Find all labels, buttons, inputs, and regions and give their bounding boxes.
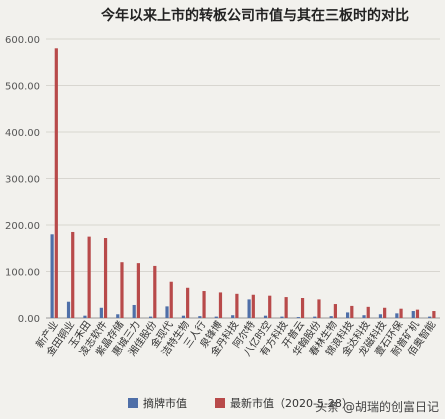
bar-latest-value xyxy=(71,231,75,318)
bar-latest-value xyxy=(251,294,255,318)
chart-title: 今年以来上市的转板公司市值与其在三板时的对比 xyxy=(101,8,409,24)
bar-latest-value xyxy=(103,238,108,318)
bar-delisting-value xyxy=(395,313,399,318)
bar-delisting-value xyxy=(428,316,432,318)
bar-latest-value xyxy=(383,307,387,318)
bar-delisting-value xyxy=(378,314,383,318)
bar-delisting-value xyxy=(263,315,268,318)
bar-latest-value xyxy=(186,287,190,318)
legend: 摘牌市值 最新市值（2020-5-28） xyxy=(128,395,381,411)
bar-latest-value xyxy=(284,297,288,318)
bar-delisting-value xyxy=(411,311,415,318)
bar-delisting-value xyxy=(313,316,317,318)
legend-label-delisting-value: 摘牌市值 xyxy=(143,397,187,410)
bar-delisting-value xyxy=(66,301,71,318)
y-tick-label: 200.00 xyxy=(5,221,40,232)
y-tick-label: 100.00 xyxy=(5,268,40,279)
bar-latest-value xyxy=(202,291,206,318)
bar-latest-value xyxy=(366,306,370,318)
y-tick-label: 0.00 xyxy=(18,314,40,325)
bar-latest-value xyxy=(333,304,337,318)
bar-latest-value xyxy=(415,309,420,318)
y-tick-label: 600.00 xyxy=(5,35,40,46)
legend-swatch-blue xyxy=(128,398,138,408)
bar-delisting-value xyxy=(231,315,235,318)
bar-delisting-value xyxy=(83,315,87,318)
bar-delisting-value xyxy=(50,234,54,318)
bar-delisting-value xyxy=(214,316,218,318)
bar-latest-value xyxy=(54,48,58,319)
bar-delisting-value xyxy=(247,299,251,318)
bar-delisting-value xyxy=(149,316,153,318)
bar-delisting-value xyxy=(181,315,186,318)
bar-latest-value xyxy=(218,292,223,318)
bar-delisting-value xyxy=(280,316,284,318)
bar-latest-value xyxy=(136,263,140,318)
bar-latest-value xyxy=(300,298,305,318)
bar-delisting-value xyxy=(296,317,300,318)
y-tick-label: 300.00 xyxy=(5,175,40,186)
bar-latest-value xyxy=(350,305,354,318)
bar-delisting-value xyxy=(165,306,169,318)
watermark: 头条 @胡瑞的创富日记 xyxy=(315,400,439,414)
legend-swatch-red xyxy=(215,398,225,408)
bar-latest-value xyxy=(235,293,239,318)
bar-delisting-value xyxy=(329,316,333,318)
bar-delisting-value xyxy=(132,304,136,318)
y-tick-label: 400.00 xyxy=(5,128,40,139)
bar-latest-value xyxy=(153,265,157,318)
bar-latest-value xyxy=(432,311,436,318)
bar-latest-value xyxy=(169,281,173,318)
bar-delisting-value xyxy=(198,316,202,318)
bar-delisting-value xyxy=(99,307,103,318)
bar-latest-value xyxy=(268,295,272,318)
bar-latest-value xyxy=(399,308,403,318)
bar-delisting-value xyxy=(346,312,350,318)
bar-delisting-value xyxy=(116,314,120,318)
bar-latest-value xyxy=(87,236,91,318)
legend-label-latest-value: 最新市值（2020-5-28） xyxy=(230,397,353,410)
legend-item-delisting-value: 摘牌市值 xyxy=(128,395,187,411)
y-tick-label: 500.00 xyxy=(5,82,40,93)
legend-item-latest-value: 最新市值（2020-5-28） xyxy=(215,395,353,411)
bar-delisting-value xyxy=(362,315,366,318)
bar-latest-value xyxy=(317,299,321,318)
bar-latest-value xyxy=(120,262,124,318)
